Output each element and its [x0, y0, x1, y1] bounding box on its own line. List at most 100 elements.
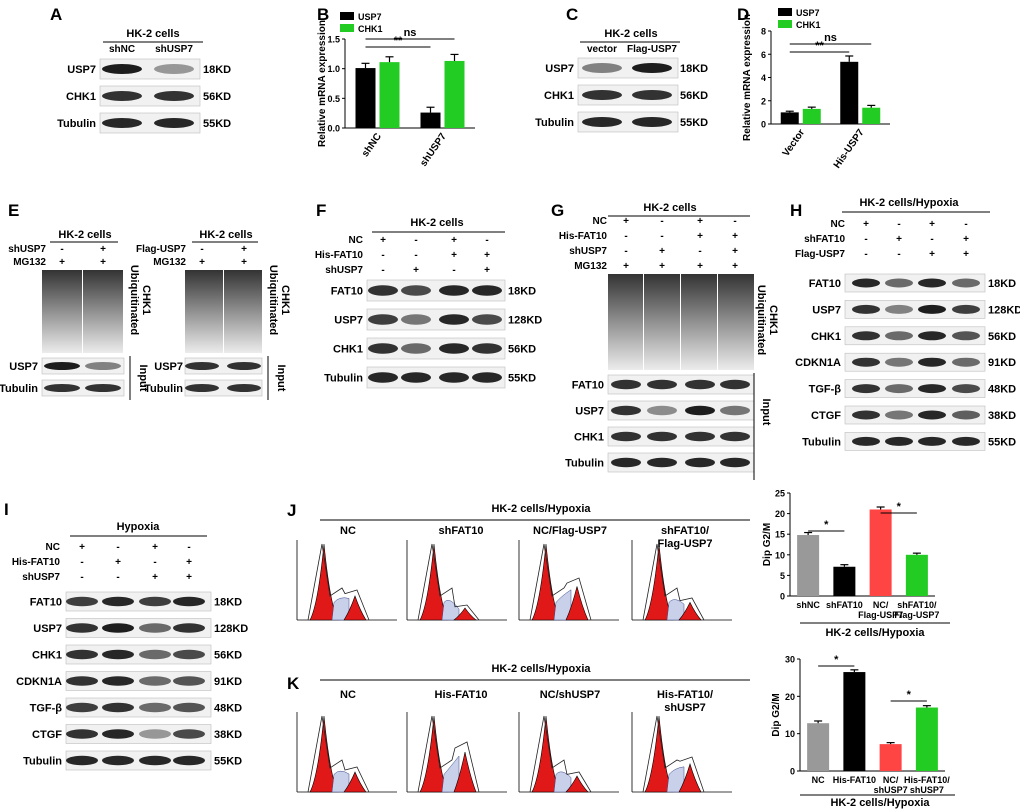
panel-e-left-condition-label: MG132 [13, 257, 46, 268]
chart-j-x-tick-label: shFAT10 [826, 600, 863, 610]
panel-h-condition-label: NC [831, 219, 845, 230]
j-flow-histogram-g2-peak [678, 601, 702, 621]
panel-e-left-condition-sign: - [60, 244, 63, 255]
chart-b-bar [355, 68, 376, 128]
panel-letter-g: G [551, 201, 564, 220]
chart-b-y-tick-label: 0.5 [327, 94, 340, 104]
panel-e-left-blot-band [85, 384, 121, 392]
panel-h-blot-band [952, 357, 980, 367]
panel-f-protein-label: USP7 [334, 315, 363, 327]
panel-i-blot-band [173, 702, 205, 713]
panel-g-ub-smear-lane1 [608, 274, 643, 370]
chart-b-legend-swatch [340, 12, 354, 20]
panel-h-blot-band [952, 384, 980, 394]
panel-c-blot-band [632, 63, 672, 73]
chart-d-bar [862, 107, 881, 124]
panel-h-blot-band [918, 331, 946, 341]
panel-g-condition-sign: - [733, 216, 736, 227]
chart-b-legend-entry: USP7 [358, 12, 382, 22]
panel-letter-a: A [50, 5, 62, 24]
panel-c-blot-band [632, 90, 672, 100]
panel-h-protein-label: CDKN1A [795, 357, 841, 369]
chart-k-sig-right-label: * [907, 689, 912, 701]
chart-k-bar [843, 672, 866, 771]
panel-i-condition-sign: - [80, 557, 83, 568]
panel-g-ub-label: Ubiquitinated [755, 285, 767, 355]
panel-i-condition-sign: + [152, 572, 158, 583]
chart-k-group-label: HK-2 cells/Hypoxia [830, 797, 930, 809]
panel-h-blot-strip [844, 300, 986, 319]
chart-k-sig-left-label: * [834, 654, 839, 666]
panel-e-right-blot-band [227, 362, 261, 370]
panel-g-condition-sign: + [732, 261, 738, 272]
chart-k-x-tick-label: NC [812, 775, 825, 785]
panel-f-blot-band [401, 343, 431, 354]
panel-h-blot-band [918, 410, 946, 420]
panel-h-blot-band [885, 304, 913, 314]
panel-h-condition-sign: - [864, 249, 867, 260]
panel-h-blot-band [885, 384, 913, 394]
chart-j-y-axis-label: Dip G2/M [762, 523, 773, 566]
chart-j-bar [905, 554, 928, 596]
panel-c-lane-label: vector [587, 44, 617, 55]
chart-k-y-tick-label: 20 [785, 692, 795, 702]
k-flow-histogram-s-phase-area [441, 755, 460, 793]
j-flow-histogram-outline [642, 543, 705, 621]
panel-a-kd-label: 18KD [203, 64, 231, 76]
panel-i-condition-label: His-FAT10 [12, 557, 61, 568]
panel-a-blot-band [102, 91, 142, 101]
panel-i-blot-band [173, 596, 205, 607]
panel-f-kd-label: 128KD [508, 315, 542, 327]
panel-g-input-label: Input [760, 399, 772, 426]
panel-h-condition-sign: + [896, 234, 902, 245]
panel-h-kd-label: 18KD [988, 278, 1016, 290]
panel-f-condition-sign: + [451, 250, 457, 261]
panel-i-blot-band [102, 702, 134, 713]
panel-g-blot-band [720, 405, 750, 416]
panel-i-blot-band [139, 702, 171, 713]
panel-g-protein-label: FAT10 [572, 380, 604, 392]
panel-f-condition-sign: + [413, 265, 419, 276]
panel-e-right-protein-label: Tubulin [144, 383, 183, 395]
panel-e-right-condition-sign: + [241, 244, 247, 255]
k-flow-histogram-s-phase-area [331, 770, 350, 793]
panel-h-kd-label: 38KD [988, 410, 1016, 422]
chart-k-x-tick-label: His-FAT10 [833, 775, 876, 785]
panel-g-blot-band [647, 405, 677, 416]
chart-j-bar [869, 509, 892, 596]
chart-k-x-tick-label: His-FAT10/ [904, 775, 950, 785]
panel-i-condition-sign: + [79, 542, 85, 553]
panel-f-condition-sign: - [381, 265, 384, 276]
panel-h-condition-sign: - [897, 249, 900, 260]
panel-letter-f: F [316, 201, 326, 220]
panel-g-condition-sign: + [697, 231, 703, 242]
panel-f-blot-band [368, 372, 398, 383]
chart-b-y-axis-label: Relative mRNA expression [317, 20, 328, 147]
panel-c-kd-label: 55KD [680, 117, 708, 129]
panel-i-condition-sign: - [153, 557, 156, 568]
k-flow-label: His-FAT10/ [657, 689, 713, 701]
panel-c-protein-label: USP7 [545, 63, 574, 75]
panel-g-ub-smear-lane4 [718, 274, 754, 370]
panel-f-condition-sign: - [414, 250, 417, 261]
panel-h-blot-band [952, 331, 980, 341]
panel-f-blot-band [439, 285, 469, 296]
panel-i-protein-label: Tubulin [23, 756, 62, 768]
panel-i-blot-band [173, 649, 205, 660]
panel-g-blot-band [720, 457, 750, 468]
chart-k-bar [807, 723, 830, 771]
panel-g-condition-sign: + [697, 261, 703, 272]
j-flow-histogram-g2-peak [343, 595, 367, 621]
panel-f-blot-band [368, 314, 398, 325]
panel-h-condition-label: Flag-USP7 [795, 249, 845, 260]
panel-a-protein-label: USP7 [67, 64, 96, 76]
panel-i-condition-sign: + [152, 542, 158, 553]
panel-g-condition-label: shUSP7 [569, 246, 607, 257]
panel-c-protein-label: CHK1 [544, 90, 574, 102]
chart-d-x-tick-label: Vector [781, 127, 808, 158]
panel-e-smear-left-lane1 [42, 270, 82, 353]
chart-b-bar [420, 112, 441, 128]
panel-i-protein-label: TGF-β [30, 703, 63, 715]
panel-h-kd-label: 91KD [988, 357, 1016, 369]
panel-g-condition-sign: - [624, 246, 627, 257]
